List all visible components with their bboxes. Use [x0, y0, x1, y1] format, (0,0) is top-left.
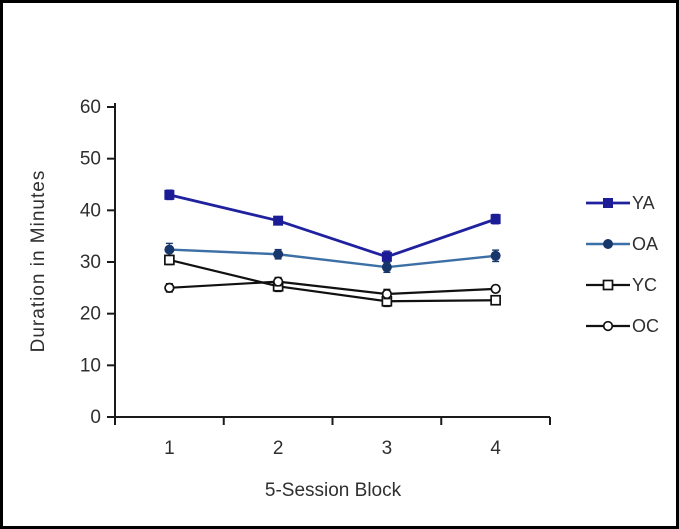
data-point-YC [490, 294, 501, 306]
legend-marker [602, 279, 614, 291]
y-tick-label: 50 [80, 149, 101, 170]
data-point-YA [164, 189, 175, 200]
x-axis-title: 5-Session Block [264, 480, 402, 501]
series-line-OC [169, 280, 496, 296]
y-tick-label: 40 [80, 200, 101, 221]
data-point-OC [381, 288, 393, 300]
x-tick-label: 2 [273, 438, 284, 459]
legend-swatch-OA [586, 239, 630, 249]
data-point-OA [164, 244, 175, 255]
legend-swatch-OC [586, 320, 630, 332]
legend-item-OC: OC [586, 316, 659, 336]
series-line-YA [169, 193, 497, 259]
series-line-OA [169, 248, 496, 269]
x-tick-label: 4 [490, 438, 501, 459]
legend-item-YC: YC [586, 275, 659, 295]
x-tick-label: 3 [382, 438, 393, 459]
legend-marker [603, 239, 613, 249]
chart-plot-area: 0 10 20 30 40 50 60 1 2 3 4 [80, 97, 551, 459]
series-OC [164, 276, 501, 300]
legend-item-OA: OA [586, 234, 659, 254]
legend-marker [603, 198, 613, 208]
data-point-OC [164, 282, 175, 293]
series-OA [164, 242, 501, 274]
legend-label: OC [632, 315, 659, 336]
data-point-OA [381, 262, 392, 273]
legend-marker [602, 320, 614, 332]
series-YC [164, 254, 501, 308]
legend-label: YA [632, 192, 655, 213]
data-point-YA [490, 214, 501, 225]
legend-label: YC [632, 274, 658, 295]
data-point-YA [381, 251, 392, 262]
data-point-OC [490, 283, 501, 295]
data-point-OA [490, 250, 501, 261]
legend-item-YA: YA [586, 193, 659, 213]
y-tick-label: 30 [80, 252, 101, 273]
data-point-YA [273, 215, 284, 226]
legend-swatch-YC [586, 279, 630, 291]
x-tick-label: 1 [164, 438, 175, 459]
legend: YA OA YC OC [586, 193, 659, 336]
y-axis-title: Duration in Minutes [28, 169, 49, 353]
series-line-YC [169, 258, 496, 303]
y-tick-label: 60 [80, 97, 101, 118]
y-tick-label: 0 [90, 407, 101, 428]
legend-label: OA [632, 233, 659, 254]
data-point-OC [272, 276, 284, 287]
y-tick-label: 20 [80, 304, 101, 325]
y-tick-label: 10 [80, 355, 101, 376]
legend-swatch-YA [586, 198, 630, 208]
data-point-YC [164, 254, 175, 266]
data-point-OA [273, 249, 284, 260]
